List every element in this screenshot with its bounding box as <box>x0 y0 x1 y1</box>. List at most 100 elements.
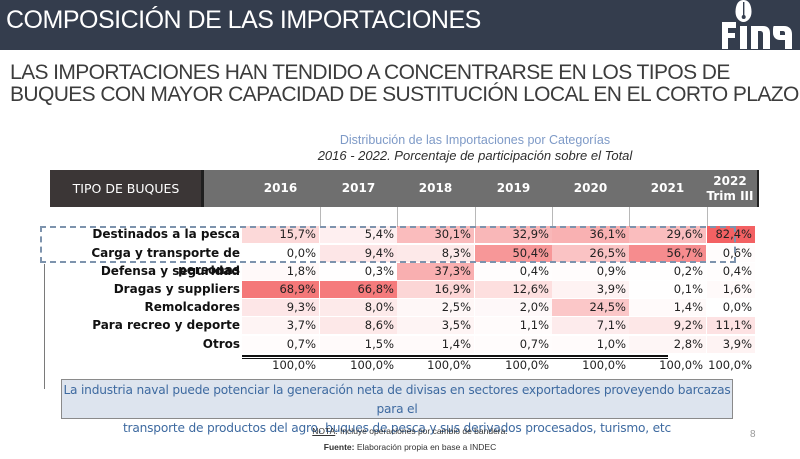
row-label: Remolcadores <box>144 300 240 314</box>
table-cell: 9,4% <box>320 245 397 262</box>
callout-line-1: La industria naval puede potenciar la ge… <box>63 383 731 416</box>
table-cell: 5,4% <box>320 226 397 243</box>
column-header: 2018 <box>418 181 453 195</box>
table-cell: 3,9% <box>707 336 755 353</box>
table-cell: 26,5% <box>552 245 629 262</box>
table-cell: 68,9% <box>242 281 319 298</box>
table-cell: 9,3% <box>242 299 319 316</box>
table-cell: 0,4% <box>722 264 752 278</box>
source-label: Fuente: <box>323 442 355 452</box>
row-label: Carga y transporte de personas <box>91 246 240 277</box>
column-header: 2017 <box>341 181 376 195</box>
row-label: Dragas y suppliers <box>113 282 240 296</box>
table-cell: 2,8% <box>629 336 706 353</box>
source-text: Elaboración propia en base a INDEC <box>354 442 497 452</box>
fina-logo-icon <box>722 0 792 49</box>
table-cell: 24,5% <box>552 299 629 316</box>
table-cell: 7,1% <box>552 317 629 334</box>
total-cell: 100,0% <box>350 358 394 372</box>
table-cell: 37,3% <box>397 263 474 280</box>
table-cell: 29,6% <box>629 226 706 243</box>
row-label: Destinados a la pesca <box>92 227 240 241</box>
total-cell: 100,0% <box>505 358 549 372</box>
row-label: Otros <box>202 337 240 351</box>
table-cell: 0,0% <box>722 300 752 314</box>
column-divider <box>707 207 708 227</box>
table-cell: 9,2% <box>629 317 706 334</box>
table-cell: 0,9% <box>596 264 626 278</box>
total-cell: 100,0% <box>427 358 471 372</box>
header-separator <box>201 170 204 207</box>
column-header: 2016 <box>263 181 298 195</box>
table-cell: 3,9% <box>552 281 629 298</box>
table-cell: 2,0% <box>475 299 552 316</box>
table-cell: 0,4% <box>519 264 549 278</box>
column-header: 2022 Trim III <box>706 173 754 203</box>
note-label: NOTA <box>312 426 336 436</box>
left-rule <box>44 264 45 389</box>
callout-box: La industria naval puede potenciar la ge… <box>61 379 733 435</box>
table-cell: 56,7% <box>629 245 706 262</box>
table-cell: 36,1% <box>552 226 629 243</box>
total-cell: 100,0% <box>659 358 703 372</box>
header-bar: COMPOSICIÓN DE LAS IMPORTACIONES <box>0 0 800 50</box>
table-cell: 3,5% <box>397 317 474 334</box>
total-cell: 100,0% <box>272 358 316 372</box>
table-cell: 0,2% <box>673 264 703 278</box>
subtitle-line-2: BUQUES CON MAYOR CAPACIDAD DE SUSTITUCIÓ… <box>10 83 799 106</box>
column-header: 2021 <box>650 181 685 195</box>
row-header: TIPO DE BUQUES <box>50 170 202 207</box>
table-cell: 12,6% <box>475 281 552 298</box>
column-divider <box>475 207 476 227</box>
total-cell: 100,0% <box>582 358 626 372</box>
column-header: 2020 <box>573 181 608 195</box>
source-line: Fuente: Elaboración propia en base a IND… <box>0 442 800 452</box>
table-cell: 8,0% <box>320 299 397 316</box>
table-cell: 0,7% <box>286 337 316 351</box>
table-cell: 11,1% <box>707 317 755 334</box>
total-cell: 100,0% <box>708 358 752 372</box>
table-cell: 1,4% <box>629 299 706 316</box>
table-cell: 66,8% <box>320 281 397 298</box>
table-cell: 32,9% <box>475 226 552 243</box>
callout-line-2: transporte de productos del agro, buques… <box>122 421 672 435</box>
table-cell: 0,6% <box>722 246 752 260</box>
row-label: Para recreo y deporte <box>92 318 240 332</box>
table-cell: 1,0% <box>552 336 629 353</box>
slide-title: COMPOSICIÓN DE LAS IMPORTACIONES <box>6 6 481 34</box>
table-cell: 1,1% <box>475 317 552 334</box>
total-rule <box>242 355 668 359</box>
table-cell: 1,6% <box>707 281 755 298</box>
column-header: 2019 <box>496 181 531 195</box>
table-cell: 1,5% <box>320 336 397 353</box>
subtitle-line-1: LAS IMPORTACIONES HAN TENDIDO A CONCENTR… <box>10 61 730 84</box>
footnote: NOTA: Incluye operaciones por cambio de … <box>0 426 800 436</box>
table-cell: 3,7% <box>242 317 319 334</box>
table-cell: 2,5% <box>397 299 474 316</box>
column-divider <box>397 207 398 227</box>
row-label: Defensa y seguridad <box>100 264 240 278</box>
table-cell: 30,1% <box>397 226 474 243</box>
table-cell: 82,4% <box>707 226 755 243</box>
table-cell: 8,6% <box>320 317 397 334</box>
column-divider <box>552 207 553 227</box>
table-cell: 0,1% <box>673 282 703 296</box>
table-subtitle: 2016 - 2022. Porcentaje de participación… <box>317 148 633 163</box>
highlight-box <box>40 226 736 263</box>
column-divider <box>320 207 321 227</box>
column-divider <box>629 207 630 227</box>
table-cell: 8,3% <box>397 245 474 262</box>
slide-subtitle: LAS IMPORTACIONES HAN TENDIDO A CONCENTR… <box>10 62 800 106</box>
page-number: 8 <box>750 429 756 440</box>
table-cell: 15,7% <box>242 226 319 243</box>
table-cell: 0,7% <box>519 337 549 351</box>
table-cell: 1,4% <box>397 336 474 353</box>
column-header-row: 2016 2017 2018 2019 2020 2021 2022 Trim III <box>204 170 759 207</box>
table-cell: 0,3% <box>364 264 394 278</box>
table-cell: 0,0% <box>286 246 316 260</box>
table-cell: 1,8% <box>242 263 319 280</box>
table-title: Distribución de las Importaciones por Ca… <box>339 133 611 147</box>
note-text: : Incluye operaciones por cambio de band… <box>335 426 508 436</box>
table-cell: 16,9% <box>397 281 474 298</box>
table-cell: 50,4% <box>475 245 552 262</box>
